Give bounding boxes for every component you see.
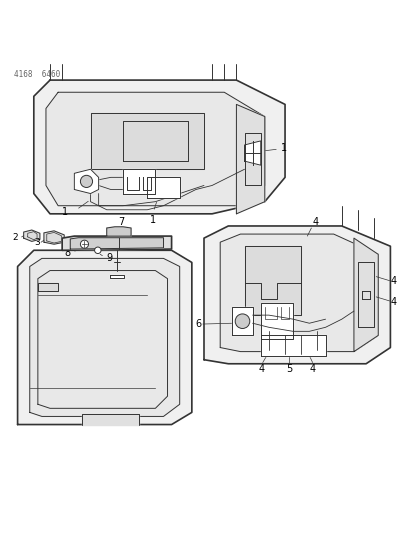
Text: 4: 4 [310, 364, 316, 374]
Polygon shape [74, 169, 99, 193]
Polygon shape [354, 238, 378, 352]
Text: 4: 4 [259, 364, 265, 374]
Polygon shape [46, 92, 265, 206]
Text: 7: 7 [118, 217, 124, 227]
Polygon shape [236, 104, 265, 214]
Polygon shape [204, 226, 390, 364]
Text: 4: 4 [390, 297, 397, 307]
Polygon shape [107, 227, 131, 236]
Polygon shape [261, 303, 293, 340]
Polygon shape [110, 274, 124, 278]
Polygon shape [261, 335, 326, 356]
Text: 2: 2 [12, 233, 18, 242]
Polygon shape [62, 236, 172, 251]
Polygon shape [38, 282, 58, 291]
Text: 1: 1 [150, 215, 156, 224]
Text: 5: 5 [286, 364, 292, 374]
Circle shape [235, 314, 250, 328]
Polygon shape [220, 234, 378, 352]
Text: 8: 8 [64, 248, 70, 258]
Polygon shape [18, 251, 192, 425]
Circle shape [80, 240, 89, 248]
Text: 6: 6 [195, 319, 202, 329]
Polygon shape [70, 238, 164, 249]
Text: 1: 1 [62, 207, 68, 217]
Polygon shape [123, 169, 155, 193]
Text: 3: 3 [34, 238, 40, 247]
Polygon shape [233, 307, 253, 335]
Circle shape [80, 175, 93, 188]
Polygon shape [24, 230, 40, 241]
Circle shape [95, 247, 101, 254]
Polygon shape [82, 414, 139, 425]
Text: 4168  6460: 4168 6460 [13, 70, 60, 79]
Polygon shape [244, 141, 261, 165]
Text: 4: 4 [313, 217, 319, 227]
Polygon shape [44, 231, 64, 244]
Polygon shape [30, 259, 180, 416]
Text: 4: 4 [390, 276, 397, 286]
Polygon shape [91, 112, 204, 169]
Polygon shape [34, 80, 285, 214]
Text: 9: 9 [106, 253, 112, 263]
Text: 1: 1 [281, 143, 287, 153]
Polygon shape [244, 246, 301, 315]
Polygon shape [147, 177, 180, 198]
